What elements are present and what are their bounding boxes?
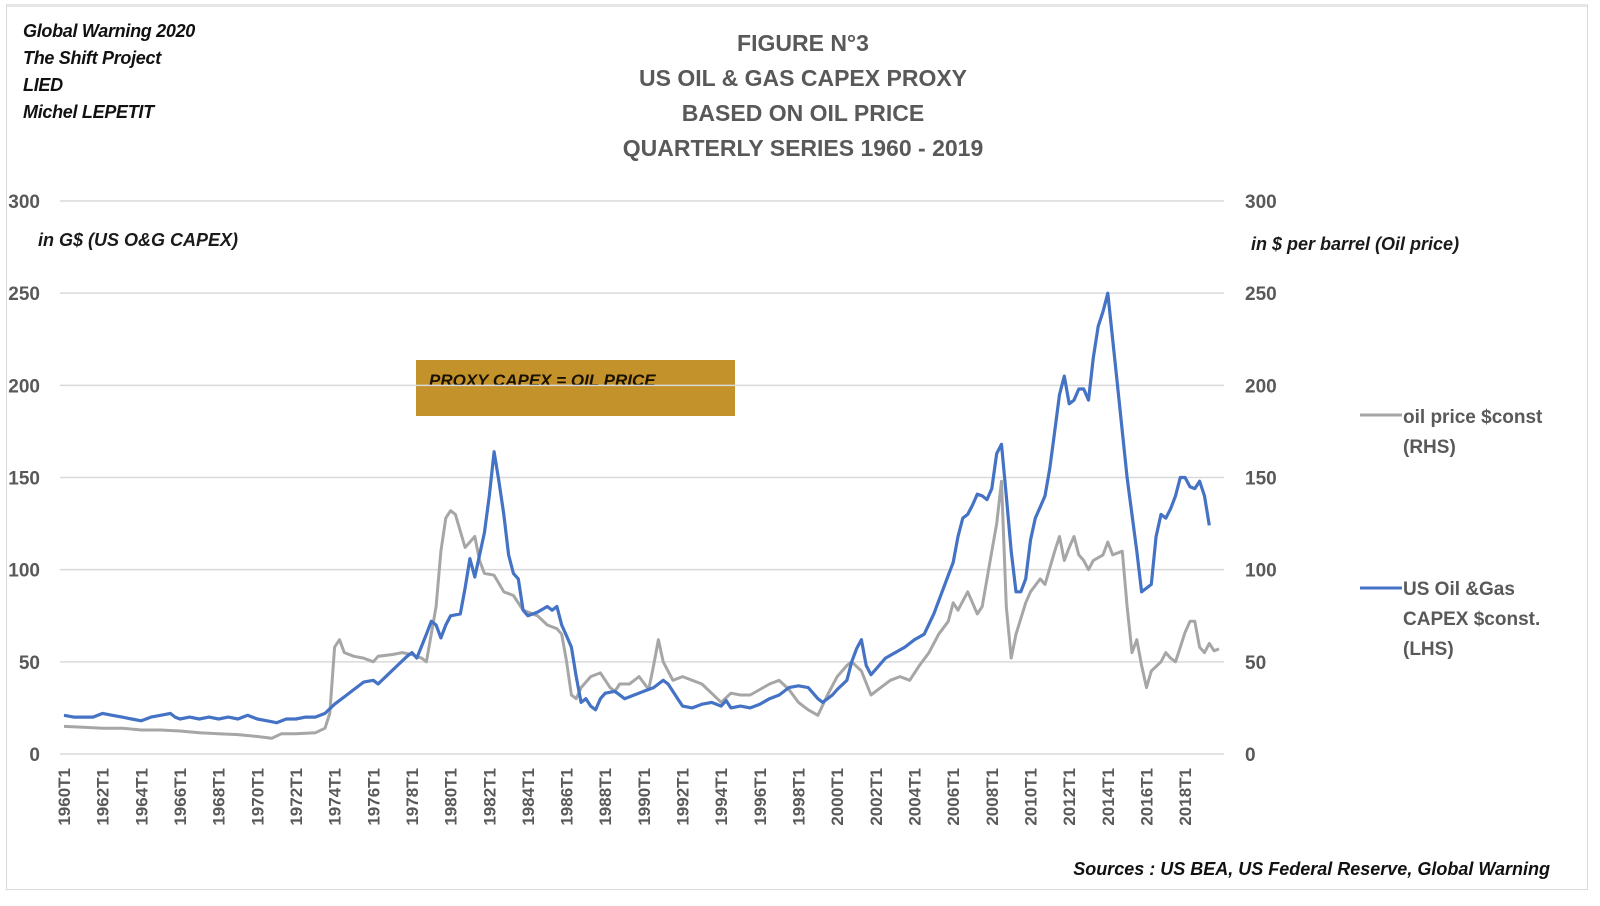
x-axis: 1960T1 1962T1 1964T1 1966T1 1968T1 1970T1 1972… xyxy=(55,768,1195,826)
y-tick-right: 300 xyxy=(1245,192,1277,213)
x-tick-label: 1994T1 xyxy=(712,768,731,826)
y-axis-right: 0 50 100 150 200 250 300 xyxy=(1245,192,1277,766)
credit-line: Global Warning 2020 xyxy=(23,21,196,41)
x-tick-label: 1992T1 xyxy=(674,768,693,826)
legend-label: US Oil &Gas xyxy=(1403,579,1515,600)
x-tick-label: 2014T1 xyxy=(1099,768,1118,826)
left-axis-label: in G$ (US O&G CAPEX) xyxy=(38,230,239,250)
title-line: US OIL & GAS CAPEX PROXY xyxy=(638,65,968,91)
x-tick-label: 1962T1 xyxy=(94,768,113,826)
legend-label: CAPEX $const. xyxy=(1403,609,1540,630)
x-tick-label: 2008T1 xyxy=(983,768,1002,826)
right-axis-label: in $ per barrel (Oil price) xyxy=(1251,234,1460,254)
x-tick-label: 2016T1 xyxy=(1137,768,1156,826)
credits: Global Warning 2020 The Shift Project LI… xyxy=(23,18,195,126)
x-tick-label: 1996T1 xyxy=(751,768,770,826)
y-tick-right: 200 xyxy=(1245,376,1277,397)
credit-line: The Shift Project xyxy=(23,48,161,68)
x-tick-label: 1980T1 xyxy=(442,768,461,826)
y-tick-right: 150 xyxy=(1245,469,1277,490)
chart-frame xyxy=(6,4,1588,890)
x-tick-label: 1990T1 xyxy=(635,768,654,826)
y-tick-left: 0 xyxy=(29,745,40,766)
x-tick-label: 1998T1 xyxy=(790,768,809,826)
y-tick-left: 50 xyxy=(19,653,40,674)
y-tick-right: 50 xyxy=(1245,653,1266,674)
x-tick-label: 1978T1 xyxy=(403,768,422,826)
oil-price-series-line xyxy=(63,479,1220,740)
title-line: QUARTERLY SERIES 1960 - 2019 xyxy=(622,135,984,161)
source-note: Sources : US BEA, US Federal Reserve, Gl… xyxy=(1073,859,1550,879)
y-tick-left: 200 xyxy=(8,376,40,397)
legend: oil price $const (RHS) US Oil &Gas CAPEX $c… xyxy=(1360,407,1543,660)
title-line: FIGURE N°3 xyxy=(737,30,869,56)
y-tick-right: 0 xyxy=(1245,745,1256,766)
legend-label: oil price $const xyxy=(1403,407,1543,428)
credit-line: LIED xyxy=(23,75,63,95)
x-tick-label: 1984T1 xyxy=(519,768,538,826)
title-line: BASED ON OIL PRICE xyxy=(681,100,925,126)
capex-series-line xyxy=(63,291,1211,725)
x-tick-label: 2002T1 xyxy=(867,768,886,826)
x-tick-label: 1986T1 xyxy=(558,768,577,826)
x-tick-label: 2010T1 xyxy=(1022,768,1041,826)
y-tick-left: 250 xyxy=(8,284,40,305)
y-tick-right: 250 xyxy=(1245,284,1277,305)
legend-label: (RHS) xyxy=(1403,437,1456,458)
gridlines xyxy=(60,200,1224,755)
x-tick-label: 1960T1 xyxy=(55,768,74,826)
y-tick-left: 300 xyxy=(8,192,40,213)
x-tick-label: 1972T1 xyxy=(287,768,306,826)
x-tick-label: 1974T1 xyxy=(326,768,345,826)
x-tick-label: 1970T1 xyxy=(248,768,267,826)
y-tick-left: 150 xyxy=(8,469,40,490)
legend-label: (LHS) xyxy=(1403,639,1454,660)
x-tick-label: 2004T1 xyxy=(906,768,925,826)
x-tick-label: 2006T1 xyxy=(944,768,963,826)
x-tick-label: 2000T1 xyxy=(828,768,847,826)
y-axis-left: 0 50 100 150 200 250 300 xyxy=(8,192,40,766)
x-tick-label: 1976T1 xyxy=(364,768,383,826)
x-tick-label: 1982T1 xyxy=(480,768,499,826)
credit-line: Michel LEPETIT xyxy=(23,102,154,122)
chart-title: FIGURE N°3 US OIL & GAS CAPEX PROXY BASE… xyxy=(0,26,1600,166)
y-tick-right: 100 xyxy=(1245,561,1277,582)
x-tick-label: 1968T1 xyxy=(210,768,229,826)
x-tick-label: 2018T1 xyxy=(1176,768,1195,826)
x-tick-label: 1988T1 xyxy=(596,768,615,826)
x-tick-label: 1966T1 xyxy=(171,768,190,826)
series-lines xyxy=(63,291,1220,740)
x-tick-label: 1964T1 xyxy=(132,768,151,826)
x-tick-label: 2012T1 xyxy=(1060,768,1079,826)
y-tick-left: 100 xyxy=(8,561,40,582)
